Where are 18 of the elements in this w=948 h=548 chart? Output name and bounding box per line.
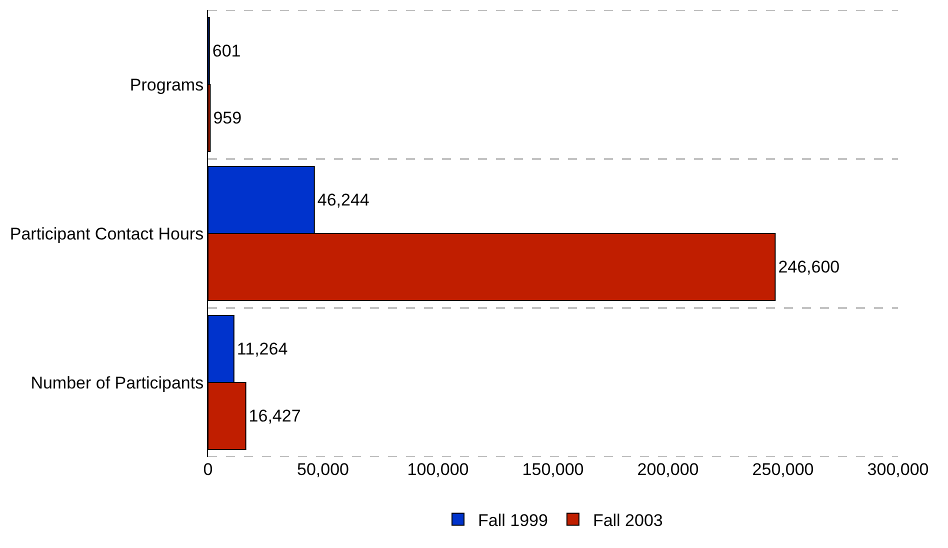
y-tick-label: Participant Contact Hours (10, 224, 204, 244)
x-tick-label: 300,000 (867, 460, 929, 479)
x-tick-label: 100,000 (407, 460, 469, 479)
data-label: 246,600 (778, 258, 840, 277)
data-label: 601 (212, 41, 241, 60)
legend-label: Fall 2003 (592, 510, 663, 530)
y-tick-label: Programs (130, 75, 204, 94)
x-tick-label: 150,000 (522, 460, 584, 479)
y-tick-label: Number of Participants (30, 373, 204, 392)
data-label: 959 (213, 108, 242, 128)
x-tick-label: 0 (203, 460, 213, 479)
data-label: 11,264 (236, 339, 288, 358)
x-tick-label: 50,000 (297, 460, 349, 479)
legend-label: Fall 1999 (478, 510, 548, 530)
x-tick-label: 250,000 (752, 460, 814, 479)
x-tick-label: 200,000 (637, 460, 699, 479)
data-label: 46,244 (317, 190, 370, 210)
data-label: 16,427 (248, 406, 301, 426)
